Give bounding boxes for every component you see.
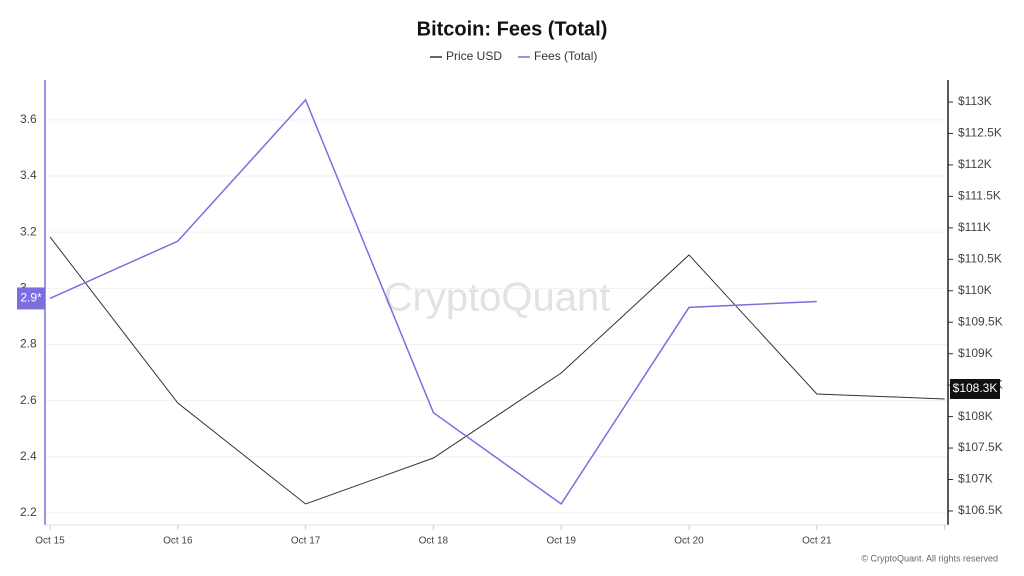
price-badge: $108.3K bbox=[953, 381, 998, 395]
y2-tick-label: $107.5K bbox=[958, 440, 1003, 454]
y2-tick-label: $111.5K bbox=[958, 189, 1001, 203]
series-line bbox=[49, 236, 945, 505]
fees-badge-bg bbox=[17, 287, 45, 310]
legend-label: Fees (Total) bbox=[534, 49, 597, 63]
y-tick-label: 3.4 bbox=[20, 168, 37, 182]
y2-tick-label: $112K bbox=[958, 157, 992, 171]
x-tick-label: Oct 16 bbox=[163, 536, 193, 547]
y-tick-label: 2.4 bbox=[20, 449, 37, 463]
y2-tick-label: $113K bbox=[958, 94, 992, 108]
series-line bbox=[49, 98, 817, 506]
y2-tick-label: $111K bbox=[958, 220, 991, 234]
y2-tick-label: $109K bbox=[958, 346, 993, 360]
legend-label: Price USD bbox=[446, 49, 502, 63]
x-tick-label: Oct 15 bbox=[35, 536, 65, 547]
y2-tick-label: $108K bbox=[958, 409, 993, 423]
y-tick-label: 3.6 bbox=[20, 112, 37, 126]
x-tick-label: Oct 19 bbox=[546, 536, 576, 547]
chart-title: Bitcoin: Fees (Total) bbox=[417, 18, 608, 40]
y2-tick-label: $106.5K bbox=[958, 503, 1003, 517]
y-tick-label: 2.8 bbox=[20, 337, 37, 351]
y2-tick-label: $112.5K bbox=[958, 126, 1002, 140]
y-tick-label: 2.6 bbox=[20, 393, 37, 407]
y2-tick-label: $110.5K bbox=[958, 251, 1002, 265]
watermark: CryptoQuant bbox=[384, 276, 611, 320]
footer: © CryptoQuant. All rights reserved bbox=[861, 553, 998, 563]
y2-tick-label: $110K bbox=[958, 283, 992, 297]
x-tick-label: Oct 17 bbox=[291, 536, 321, 547]
fees-badge: 2.9* bbox=[20, 291, 42, 305]
y-tick-label: 3.2 bbox=[20, 224, 37, 238]
x-tick-label: Oct 18 bbox=[419, 536, 449, 547]
y2-tick-label: $109.5K bbox=[958, 314, 1003, 328]
x-tick-label: Oct 21 bbox=[802, 536, 832, 547]
price-badge-bg bbox=[950, 378, 1000, 399]
y2-tick-label: $107K bbox=[958, 472, 993, 486]
x-tick-label: Oct 20 bbox=[674, 536, 704, 547]
y-tick-label: 2.2 bbox=[20, 505, 37, 519]
